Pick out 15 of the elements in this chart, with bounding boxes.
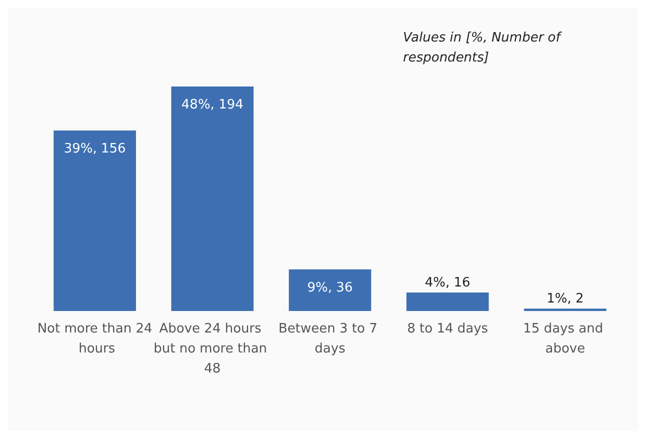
bar [406,292,489,311]
bar [171,86,254,311]
data-label: 9%, 36 [307,280,353,296]
data-label: 4%, 16 [424,275,470,290]
text: Values in [%, Number of respondents] [403,30,564,66]
data-label: 39%, 156 [64,141,126,156]
bar [54,130,136,311]
x-tick-label: 8 to 14 days [407,322,488,336]
x-tick-label: 15 days and above [523,322,608,356]
x-tick-label: Between 3 to 7 days [278,322,382,356]
x-tick-label: Above 24 hours but no more than 48 [154,322,272,376]
data-label: 48%, 194 [181,98,244,113]
x-tick-label: Not more than 24 hours [37,322,152,356]
bar [288,269,372,311]
data-label: 1%, 2 [546,292,584,307]
